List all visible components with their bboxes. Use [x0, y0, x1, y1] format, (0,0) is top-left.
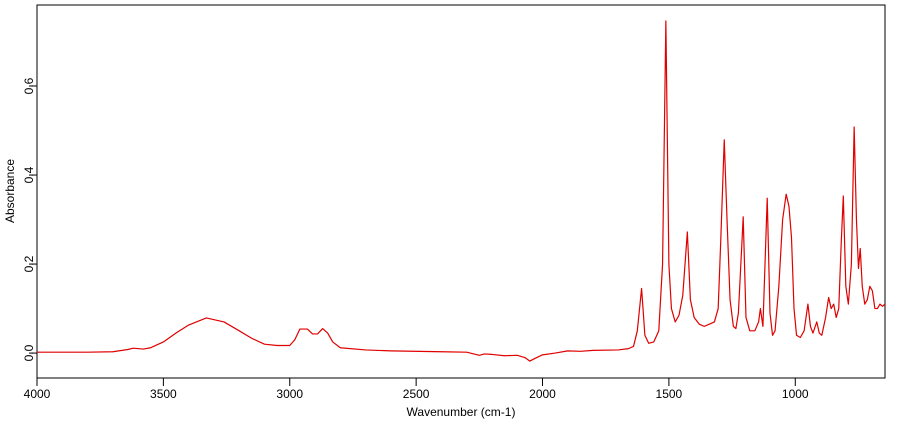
y-tick-label: 0.4 [22, 166, 36, 183]
x-tick-label: 1500 [656, 387, 683, 401]
plot-frame [36, 4, 886, 379]
x-axis-label: Wavenumber (cm-1) [407, 405, 516, 419]
x-tick-label: 2000 [529, 387, 556, 401]
x-tick-label: 4000 [24, 387, 51, 401]
x-tick-label: 3500 [150, 387, 177, 401]
spectrum-line [37, 20, 886, 362]
x-tick-label: 1000 [782, 387, 809, 401]
y-tick-label: 0.0 [22, 344, 36, 361]
y-tick-label: 0.6 [22, 77, 36, 94]
x-tick-label: 2500 [403, 387, 430, 401]
y-axis-label: Absorbance [3, 159, 17, 223]
x-tick-label: 3000 [276, 387, 303, 401]
y-tick-label: 0.2 [22, 255, 36, 272]
